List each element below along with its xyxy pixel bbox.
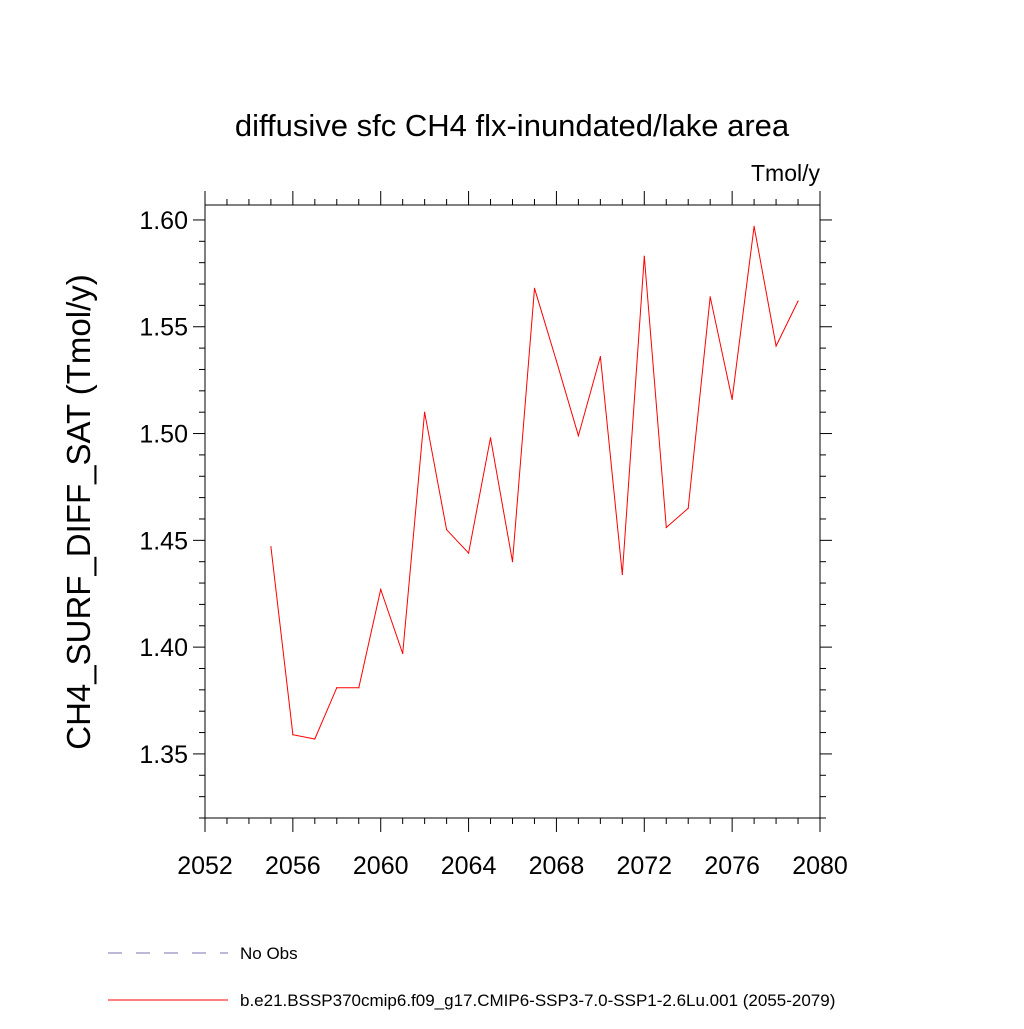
data-point: [380, 588, 382, 591]
x-tick-label: 2064: [441, 852, 497, 880]
data-point: [665, 526, 667, 529]
x-tick-label: 2072: [616, 852, 672, 880]
data-point: [797, 300, 799, 302]
data-point: [731, 398, 733, 400]
y-tick-label: 1.35: [139, 741, 188, 769]
data-point: [446, 529, 448, 531]
data-point: [489, 437, 492, 439]
series-line: [270, 226, 799, 740]
data-point: [775, 345, 777, 347]
y-axis-ticks: 1.35 1.40 1.45 1.50 1.55 1.60: [139, 207, 832, 819]
series-layer: [270, 225, 799, 740]
data-point: [687, 507, 689, 509]
y-tick-label: 1.45: [139, 527, 188, 555]
y-axis-label: CH4_SURF_DIFF_SAT (Tmol/y): [60, 274, 97, 750]
y-tick-label: 1.40: [139, 634, 188, 662]
data-point: [555, 360, 558, 362]
data-point: [621, 573, 623, 576]
data-point: [643, 255, 645, 257]
legend-label-no-obs: No Obs: [240, 944, 298, 963]
data-point: [336, 687, 338, 689]
data-point: [358, 687, 360, 689]
data-point: [467, 552, 470, 554]
legend: No Obs b.e21.BSSP370cmip6.f09_g17.CMIP6-…: [108, 944, 835, 1010]
x-tick-label: 2080: [792, 852, 848, 880]
y-tick-label: 1.60: [139, 207, 188, 235]
data-point: [511, 561, 514, 563]
data-point: [753, 225, 755, 227]
data-point: [270, 546, 272, 548]
data-point: [709, 296, 711, 298]
data-point: [402, 652, 404, 655]
data-point: [424, 411, 426, 413]
chart-title: diffusive sfc CH4 flx-inundated/lake are…: [235, 108, 790, 143]
legend-label-series: b.e21.BSSP370cmip6.f09_g17.CMIP6-SSP3-7.…: [240, 991, 835, 1010]
x-tick-label: 2068: [529, 852, 585, 880]
data-point: [292, 734, 294, 736]
plot-frame: [204, 204, 821, 819]
x-axis-ticks: 2052 2056 2060 2064 2068 2072 2076 2080: [177, 191, 848, 880]
x-tick-label: 2052: [177, 852, 233, 880]
data-point: [577, 435, 579, 437]
units-label: Tmol/y: [751, 160, 821, 186]
y-tick-label: 1.55: [139, 314, 188, 342]
data-point: [599, 356, 601, 358]
x-tick-label: 2060: [353, 852, 409, 880]
y-tick-label: 1.50: [139, 421, 188, 449]
data-point: [533, 287, 536, 289]
x-tick-label: 2076: [704, 852, 760, 880]
data-point: [314, 738, 316, 740]
x-tick-label: 2056: [265, 852, 321, 880]
